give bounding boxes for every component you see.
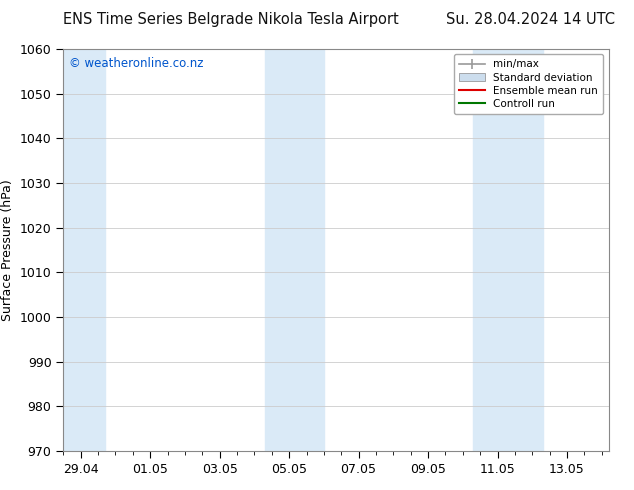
Text: © weatheronline.co.nz: © weatheronline.co.nz — [69, 57, 204, 70]
Legend: min/max, Standard deviation, Ensemble mean run, Controll run: min/max, Standard deviation, Ensemble me… — [454, 54, 604, 114]
Bar — [63, 49, 105, 451]
Bar — [473, 49, 508, 451]
Bar — [299, 49, 324, 451]
Bar — [265, 49, 299, 451]
Y-axis label: Surface Pressure (hPa): Surface Pressure (hPa) — [1, 179, 14, 321]
Text: Su. 28.04.2024 14 UTC: Su. 28.04.2024 14 UTC — [446, 12, 615, 27]
Bar — [508, 49, 543, 451]
Text: ENS Time Series Belgrade Nikola Tesla Airport: ENS Time Series Belgrade Nikola Tesla Ai… — [63, 12, 399, 27]
